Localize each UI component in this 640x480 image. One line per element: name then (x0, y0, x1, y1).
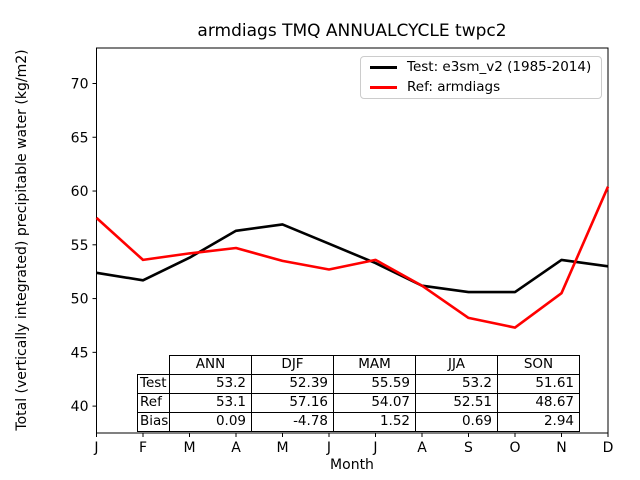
x-tick-label: J (93, 440, 98, 456)
y-tick-label: 60 (71, 184, 89, 200)
legend-label-ref: Ref: armdiags (407, 78, 501, 95)
x-tick-label: D (603, 440, 614, 456)
x-tick-label: M (183, 440, 195, 456)
stats-col-header: ANN (169, 355, 252, 375)
stats-col-header: MAM (333, 355, 416, 375)
stats-cell: 53.1 (169, 393, 252, 413)
x-tick-label: S (464, 440, 473, 456)
stats-row-ref: Ref 53.1 57.16 54.07 52.51 48.67 (137, 393, 580, 413)
y-tick-label: 65 (71, 130, 89, 146)
x-tick-label: A (231, 440, 241, 456)
stats-row-label: Bias (137, 412, 170, 432)
legend-box: Test: e3sm_v2 (1985-2014) Ref: armdiags (360, 56, 602, 99)
x-tick-label: J (372, 440, 377, 456)
stats-cell: 54.07 (333, 393, 416, 413)
y-tick-label: 40 (71, 399, 89, 415)
axes-frame (96, 47, 609, 434)
x-tick-label: M (276, 440, 288, 456)
stats-header-row: ANN DJF MAM JJA SON (138, 355, 580, 375)
stats-row-label: Test (137, 374, 170, 394)
stats-cell: 53.2 (415, 374, 498, 394)
x-tick-label: O (509, 440, 520, 456)
y-tick-label: 50 (71, 292, 89, 308)
legend-label-test: Test: e3sm_v2 (1985-2014) (407, 58, 592, 75)
y-axis-label: Total (vertically integrated) precipitab… (14, 49, 30, 431)
ref-line-sample (370, 86, 397, 89)
stats-cell: 0.09 (169, 412, 252, 432)
stats-cell: 51.61 (497, 374, 580, 394)
x-tick-label: N (556, 440, 566, 456)
x-axis-label: Month (330, 457, 374, 473)
stats-row-label: Ref (137, 393, 170, 413)
stats-cell: 53.2 (169, 374, 252, 394)
stats-col-header: JJA (415, 355, 498, 375)
x-tick-label: J (326, 440, 331, 456)
legend-entry-ref: Ref: armdiags (370, 80, 601, 95)
stats-cell: 57.16 (251, 393, 334, 413)
y-tick-label: 45 (71, 345, 89, 361)
legend-entry-test: Test: e3sm_v2 (1985-2014) (370, 60, 601, 75)
stats-cell: 0.69 (415, 412, 498, 432)
y-tick-label: 70 (71, 76, 89, 92)
stats-col-header: DJF (251, 355, 334, 375)
stats-corner-cell (138, 356, 170, 375)
stats-row-bias: Bias 0.09 -4.78 1.52 0.69 2.94 (137, 412, 580, 432)
y-tick-label: 55 (71, 238, 89, 254)
stats-row-test: Test 53.2 52.39 55.59 53.2 51.61 (137, 374, 580, 394)
stats-cell: 1.52 (333, 412, 416, 432)
stats-cell: -4.78 (251, 412, 334, 432)
x-tick-label: F (139, 440, 147, 456)
stats-cell: 48.67 (497, 393, 580, 413)
x-tick-label: A (417, 440, 427, 456)
stats-cell: 52.39 (251, 374, 334, 394)
ref-series-line (95, 186, 610, 329)
stats-cell: 55.59 (333, 374, 416, 394)
test-line-sample (370, 66, 397, 69)
stats-table: ANN DJF MAM JJA SON Test 53.2 52.39 55.5… (137, 355, 580, 432)
stats-cell: 2.94 (497, 412, 580, 432)
test-series-line (96, 223, 609, 294)
stats-cell: 52.51 (415, 393, 498, 413)
stats-col-header: SON (497, 355, 580, 375)
chart-title: armdiags TMQ ANNUALCYCLE twpc2 (197, 21, 507, 41)
